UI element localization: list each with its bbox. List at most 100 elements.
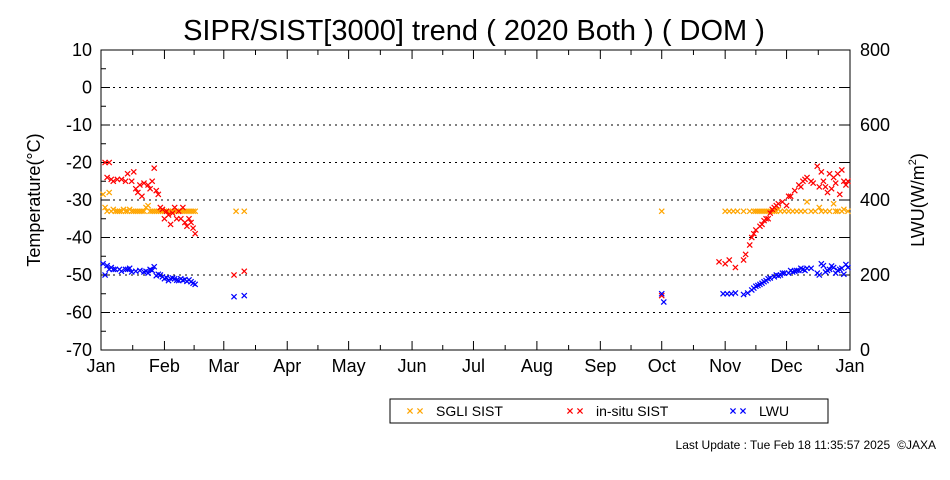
data-point xyxy=(840,271,847,278)
data-point xyxy=(816,204,823,211)
data-point xyxy=(816,271,823,279)
data-point xyxy=(122,208,129,215)
data-point xyxy=(775,200,782,207)
data-point xyxy=(188,219,195,226)
data-point xyxy=(820,262,827,269)
data-point xyxy=(658,290,665,297)
data-point xyxy=(138,193,145,200)
y-tick-label: -10 xyxy=(66,115,92,135)
data-point xyxy=(828,185,835,192)
chart-title: SIPR/SIST[3000] trend ( 2020 Both ) ( DO… xyxy=(183,15,765,47)
data-point xyxy=(820,178,827,185)
data-point xyxy=(779,270,786,277)
data-point xyxy=(149,267,156,274)
data-point xyxy=(726,256,733,264)
data-point xyxy=(826,208,833,215)
data-point xyxy=(151,263,158,270)
data-point xyxy=(167,221,174,228)
data-point xyxy=(159,206,166,213)
data-point xyxy=(192,230,199,237)
data-point xyxy=(185,215,193,222)
y-axis-tick-labels: 10 0 -10 -20 -30 -40 -50 -60 -70 xyxy=(66,40,92,360)
data-point xyxy=(801,208,809,215)
data-point xyxy=(145,270,152,277)
data-point xyxy=(136,181,143,189)
data-point xyxy=(836,191,843,198)
data-point xyxy=(765,215,772,222)
data-point xyxy=(740,291,747,298)
data-point xyxy=(758,221,766,228)
data-point xyxy=(732,264,739,271)
x-axis-tick-labels: Jan Feb Mar Apr May Jun Jul Aug Sep Oct Nov Dec Jan xyxy=(86,356,864,376)
data-point xyxy=(118,268,125,275)
data-point xyxy=(748,234,755,241)
data-point xyxy=(783,202,790,209)
x-tick-label: Aug xyxy=(521,356,553,376)
data-point xyxy=(106,159,113,166)
data-point xyxy=(844,264,851,271)
x-tick-label: Sep xyxy=(584,356,616,376)
series-in-situ-sist xyxy=(102,159,851,299)
data-point xyxy=(179,204,186,211)
y-tick-label: -30 xyxy=(66,190,92,210)
legend-label: SGLI SIST xyxy=(436,403,503,419)
data-point xyxy=(192,281,199,288)
data-point xyxy=(163,208,170,215)
y2-tick-label: 600 xyxy=(860,115,890,135)
x-tick-label: Jan xyxy=(86,356,115,376)
footer: Last Update : Tue Feb 18 11:35:57 2025 ©J… xyxy=(676,438,936,452)
data-point xyxy=(190,208,197,215)
data-point xyxy=(102,271,109,279)
x-tick-label: Oct xyxy=(648,356,676,376)
data-point xyxy=(241,268,248,275)
series-sgli-sist xyxy=(100,189,851,215)
data-point xyxy=(140,208,147,215)
data-point xyxy=(110,266,117,273)
data-point xyxy=(192,208,199,215)
data-point xyxy=(106,189,113,196)
data-point xyxy=(810,180,817,187)
legend-marker xyxy=(729,407,737,415)
data-point xyxy=(190,225,197,232)
copyright-text: ©JAXA xyxy=(897,438,936,452)
x-tick-label: Dec xyxy=(771,356,803,376)
data-point xyxy=(767,210,774,217)
data-point xyxy=(838,166,845,174)
data-point xyxy=(826,266,833,273)
data-point xyxy=(163,274,170,281)
x-tick-label: Jul xyxy=(462,356,485,376)
data-point xyxy=(740,256,747,264)
data-point xyxy=(122,266,129,273)
data-point xyxy=(151,165,158,172)
data-point xyxy=(791,187,798,194)
y-tick-label: 0 xyxy=(82,78,92,98)
y2-tick-label: 800 xyxy=(860,40,890,60)
legend-marker xyxy=(576,407,584,415)
legend-marker xyxy=(406,407,414,415)
data-point xyxy=(173,277,180,284)
data-point xyxy=(763,215,770,222)
data-point xyxy=(793,267,800,274)
y2-axis-label: LWU(W/m2) xyxy=(907,153,928,247)
legend: SGLI SIST in-situ SIST LWU xyxy=(389,398,829,424)
data-point xyxy=(840,206,847,213)
data-point xyxy=(169,210,176,217)
y2-tick-label: 400 xyxy=(860,190,890,210)
data-point xyxy=(658,208,665,215)
data-point xyxy=(808,265,815,272)
data-point xyxy=(804,198,811,205)
data-point xyxy=(842,261,849,268)
data-point xyxy=(122,178,129,185)
x-tick-label: Jan xyxy=(835,356,864,376)
grid-lines xyxy=(101,87,850,313)
data-point xyxy=(658,292,665,299)
data-point xyxy=(241,208,248,215)
data-point xyxy=(110,178,117,185)
legend-marker xyxy=(416,407,424,415)
legend-items: SGLI SIST in-situ SIST LWU xyxy=(406,403,789,419)
data-point xyxy=(842,181,849,189)
y-tick-label: -50 xyxy=(66,265,92,285)
data-point xyxy=(830,264,837,271)
data-point xyxy=(145,202,152,209)
